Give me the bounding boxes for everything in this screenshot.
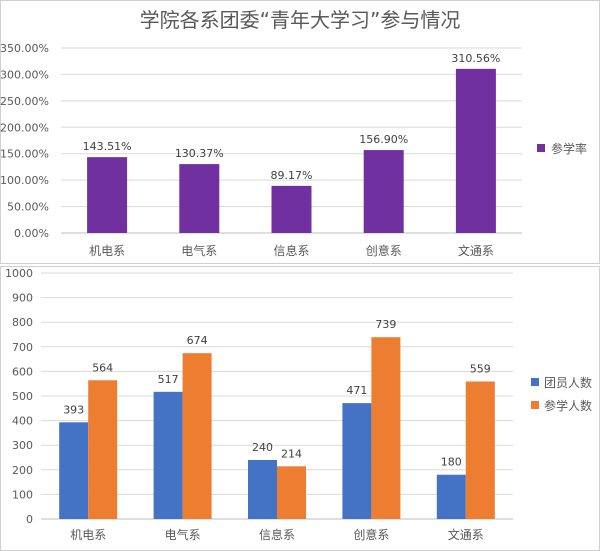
bottom-data-label: 674: [187, 334, 208, 347]
bottom-bar: [88, 380, 118, 519]
bottom-y-tick-label: 400: [12, 415, 33, 428]
bottom-y-tick-label: 900: [12, 292, 33, 305]
bottom-bar: [182, 353, 212, 519]
bottom-bar: [465, 381, 495, 519]
top-y-tick-label: 150.00%: [0, 148, 49, 161]
top-chart-title: 学院各系团委“青年大学习”参与情况: [140, 8, 461, 32]
bottom-chart: 0 100 200 300 400 500 600 700 800 900 1000 393 564 机电…: [5, 267, 592, 542]
top-data-label: 143.51%: [83, 140, 132, 153]
bottom-bar: [371, 337, 401, 519]
bottom-bar: [342, 403, 372, 519]
bottom-data-label: 517: [158, 373, 179, 386]
top-bar: [455, 68, 496, 233]
bottom-legend-swatch: [531, 401, 539, 409]
bottom-category-label: 创意系: [353, 527, 389, 542]
bottom-y-tick-label: 500: [12, 390, 33, 403]
top-y-tick-label: 100.00%: [0, 174, 49, 187]
top-data-label: 156.90%: [359, 133, 408, 146]
bottom-data-label: 240: [252, 441, 273, 454]
bottom-y-tick-label: 0: [26, 513, 33, 526]
bottom-bar: [277, 466, 306, 519]
top-bar: [179, 164, 220, 233]
top-legend-label: 参学率: [551, 141, 587, 156]
bottom-legend-swatch: [531, 378, 539, 386]
bottom-category-label: 电气系: [165, 527, 201, 542]
bottom-y-tick-label: 300: [12, 439, 33, 452]
bottom-y-tick-label: 800: [12, 316, 33, 329]
bottom-data-label: 180: [441, 456, 462, 469]
top-legend-swatch: [537, 144, 545, 152]
bottom-data-label: 564: [92, 361, 113, 374]
bottom-legend-label: 参学人数: [544, 398, 592, 413]
bottom-y-tick-label: 100: [12, 488, 33, 501]
bottom-category-label: 机电系: [70, 528, 106, 542]
top-y-tick-label: 200.00%: [0, 121, 49, 134]
bottom-legend-label: 团员人数: [544, 375, 592, 390]
bottom-bar: [153, 391, 183, 519]
top-y-tick-label: 300.00%: [0, 68, 49, 81]
top-category-label: 信息系: [273, 243, 309, 258]
bottom-y-tick-label: 1000: [5, 267, 33, 280]
bottom-data-label: 471: [346, 384, 367, 397]
bottom-category-label: 信息系: [259, 527, 295, 542]
top-bar: [87, 157, 128, 233]
top-bar: [271, 185, 312, 233]
top-y-tick-label: 0.00%: [14, 227, 49, 240]
top-chart: 0.00% 50.00% 100.00% 150.00% 200.00% 250.00% 3…: [0, 42, 587, 258]
bottom-y-tick-label: 600: [12, 365, 33, 378]
bottom-bar: [436, 474, 466, 519]
top-y-tick-label: 50.00%: [7, 201, 49, 214]
top-bar: [363, 150, 404, 233]
top-y-tick-label: 250.00%: [0, 95, 49, 108]
top-category-label: 文通系: [458, 243, 494, 258]
bottom-bar: [59, 422, 89, 519]
bottom-data-label: 739: [375, 318, 396, 331]
bottom-y-tick-label: 200: [12, 464, 33, 477]
top-category-label: 创意系: [366, 243, 402, 258]
top-data-label: 89.17%: [271, 169, 313, 182]
top-category-label: 机电系: [89, 244, 125, 258]
bottom-data-label: 559: [470, 362, 491, 375]
top-y-tick-label: 350.00%: [0, 42, 49, 55]
bottom-category-label: 文通系: [448, 527, 484, 542]
top-data-label: 310.56%: [451, 52, 500, 65]
top-data-label: 130.37%: [175, 147, 224, 160]
bottom-bar: [248, 459, 277, 519]
bottom-y-tick-label: 700: [12, 341, 33, 354]
top-category-label: 电气系: [181, 243, 217, 258]
bottom-data-label: 393: [63, 403, 84, 416]
bottom-data-label: 214: [281, 447, 302, 460]
